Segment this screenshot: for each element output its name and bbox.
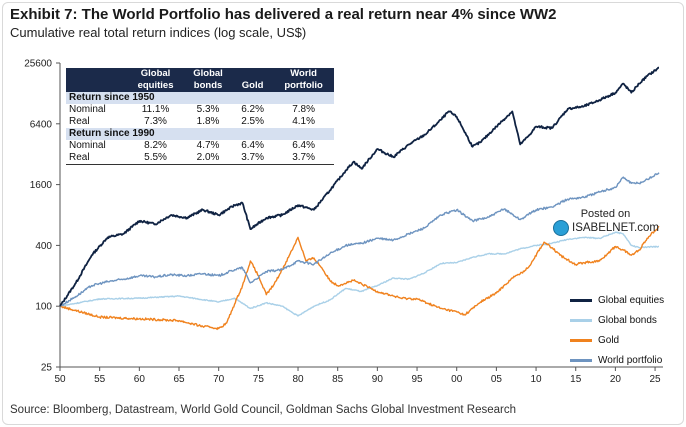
table-row: Nominal 8.2% 4.7% 6.4% 6.4% [69,140,315,151]
legend-swatch [570,298,592,302]
watermark-brand: ISABELNET.com [553,220,668,236]
legend-swatch [570,318,592,322]
table-row: Real 7.3% 1.8% 2.5% 4.1% [69,116,315,127]
legend-item-world-portfolio: World portfolio [570,350,664,370]
watermark-posted: Posted on [580,208,631,220]
x-tick-label: 75 [253,374,265,385]
table-row: Real 5.5% 2.0% 3.7% 3.7% [66,152,334,165]
x-tick-label: 55 [94,374,106,385]
chart-title: Exhibit 7: The World Portfolio has deliv… [10,6,557,23]
isabelnet-logo-icon [553,220,569,236]
series-line-global-bonds [59,231,659,317]
x-tick-label: 15 [570,374,582,385]
table-col-global-bonds: Global bonds [184,68,233,92]
table-section-1950: Return since 1950 [66,92,334,104]
x-tick-label: 20 [610,374,622,385]
table-section-1990: Return since 1990 [66,128,334,140]
table-col-world-portfolio: World portfolio [273,68,334,92]
x-tick-label: 10 [530,374,542,385]
returns-table: Global equities Global bonds Gold World por… [66,68,334,165]
chart-subtitle: Cumulative real total return indices (lo… [10,25,307,40]
y-tick-label: 6400 [30,119,53,130]
table-row: Nominal 11.1% 5.3% 6.2% 7.8% [69,104,315,115]
x-tick-label: 90 [372,374,384,385]
source-note: Source: Bloomberg, Datastream, World Gol… [10,404,517,416]
x-tick-label: 05 [491,374,503,385]
x-tick-label: 25 [650,374,662,385]
legend-item-gold: Gold [570,330,664,350]
series-line-global-equities [59,66,660,307]
chart-plot: 25 100 400 1600 6400 25600 50 55 60 65 70 75 80 85 90 9… [24,59,663,385]
legend-swatch [570,358,592,362]
series-line-world-portfolio [59,172,660,307]
watermark: Posted on ISABELNET.com [553,208,668,236]
table-col-global-equities: Global equities [127,68,185,92]
watermark-brand-text: ISABELNET.com [572,222,659,234]
y-tick-label: 25 [41,363,53,374]
y-tick-label: 25600 [24,59,52,70]
table-col-gold: Gold [232,68,274,92]
x-tick-label: 50 [54,374,66,385]
series-line-gold [59,225,660,331]
x-tick-label: 60 [134,374,146,385]
x-tick-label: 95 [411,374,423,385]
y-tick-label: 100 [35,302,52,313]
chart-legend: Global equities Global bonds Gold World … [570,290,664,370]
table-header-corner [66,68,128,92]
legend-item-global-bonds: Global bonds [570,310,664,330]
x-tick-label: 70 [213,374,225,385]
x-tick-label: 80 [292,374,304,385]
y-tick-label: 1600 [30,180,53,191]
x-tick-label: 65 [173,374,185,385]
x-tick-label: 00 [451,374,463,385]
legend-item-global-equities: Global equities [570,290,664,310]
y-tick-label: 400 [35,241,52,252]
x-tick-label: 85 [332,374,344,385]
legend-swatch [570,338,592,342]
